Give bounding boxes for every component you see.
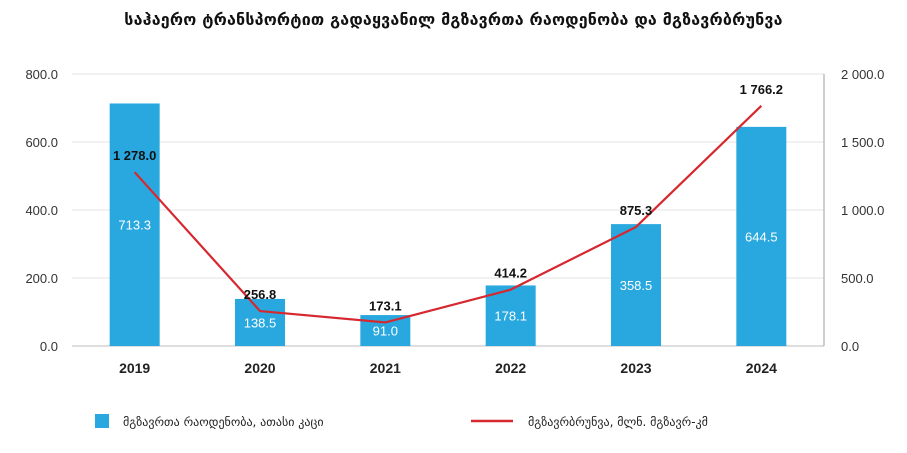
left-tick-label: 0.0 <box>40 339 58 354</box>
right-tick-label: 1 500.0 <box>841 135 884 150</box>
line-value-label: 1 278.0 <box>113 148 156 163</box>
legend-bar-label: მგზავრთა რაოდენობა, ათასი კაცი <box>123 415 324 429</box>
right-tick-label: 0.0 <box>841 339 859 354</box>
category-label: 2022 <box>495 360 526 376</box>
bar <box>611 224 661 346</box>
bar <box>235 298 285 346</box>
bar <box>109 103 160 346</box>
line-value-label: 256.8 <box>244 287 277 302</box>
left-tick-label: 800.0 <box>25 67 58 82</box>
bar-value-label: 358.5 <box>620 278 653 293</box>
line-series: 1 278.0 256.8 173.1 414.2 875.3 1 766.2 <box>113 82 783 324</box>
category-label: 2023 <box>620 360 651 376</box>
category-label: 2019 <box>119 360 150 376</box>
left-tick-label: 400.0 <box>25 203 58 218</box>
right-tick-label: 1 000.0 <box>841 203 884 218</box>
bar-value-label: 178.1 <box>494 309 527 324</box>
bar-value-label: 644.5 <box>745 229 778 244</box>
chart-title: საჰაერო ტრანსპორტით გადაყვანილ მგზავრთა … <box>124 10 783 29</box>
legend: მგზავრთა რაოდენობა, ათასი კაცი მგზავრბრუნ… <box>95 414 708 429</box>
category-label: 2021 <box>370 360 401 376</box>
line-value-label: 875.3 <box>620 203 653 218</box>
left-tick-label: 600.0 <box>25 135 58 150</box>
legend-line-label: მგზავრბრუნვა, მლნ. მგზავრ-კმ <box>528 415 708 429</box>
bar <box>485 285 536 346</box>
line-value-label: 414.2 <box>494 266 527 281</box>
gridlines <box>72 73 824 347</box>
right-tick-label: 2 000.0 <box>841 67 884 82</box>
x-axis-categories: 2019 2020 2021 2022 2023 2024 <box>119 360 777 376</box>
bar-value-label: 713.3 <box>118 218 151 233</box>
line-path <box>133 105 763 324</box>
bar-value-label: 91.0 <box>373 324 398 339</box>
category-label: 2020 <box>244 360 275 376</box>
line-value-label: 173.1 <box>369 298 402 313</box>
category-label: 2024 <box>746 360 777 376</box>
bar <box>736 126 787 347</box>
legend-bar-swatch <box>95 414 109 428</box>
line-value-label: 1 766.2 <box>740 82 783 97</box>
left-axis: 0.0 200.0 400.0 600.0 800.0 <box>25 67 58 354</box>
left-tick-label: 200.0 <box>25 271 58 286</box>
right-tick-label: 500.0 <box>841 271 874 286</box>
bar-series: 713.3 138.5 91.0 178.1 358.5 644.5 <box>109 103 787 347</box>
bar-value-label: 138.5 <box>244 315 277 330</box>
right-axis: 0.0 500.0 1 000.0 1 500.0 2 000.0 <box>823 67 884 354</box>
